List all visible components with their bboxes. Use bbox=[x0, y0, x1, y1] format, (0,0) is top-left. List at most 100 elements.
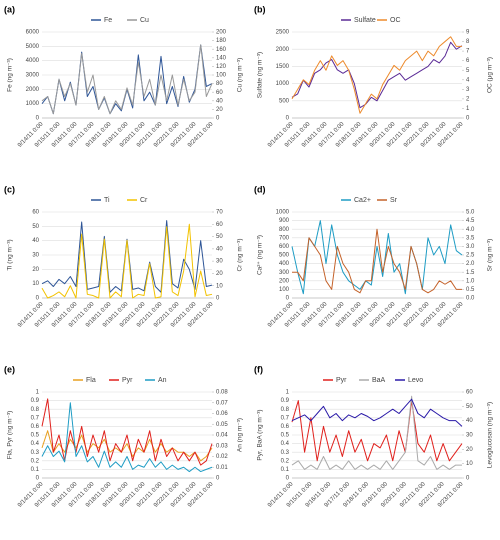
legend-label: Ca2+ bbox=[354, 197, 371, 204]
y2-tick-label: 0 bbox=[216, 116, 220, 122]
series-line bbox=[41, 220, 213, 293]
panel: (b)0500100015002000250001234567899/14/11… bbox=[254, 4, 494, 148]
y2-tick-label: 60 bbox=[466, 390, 473, 396]
y-tick-label: 0 bbox=[286, 296, 290, 302]
y-tick-label: 900 bbox=[279, 218, 290, 224]
y2-axis-label: OC (μg m⁻³) bbox=[487, 57, 494, 93]
series-line bbox=[41, 402, 213, 473]
y-tick-label: 1000 bbox=[276, 210, 290, 216]
y-tick-label: 50 bbox=[32, 224, 39, 230]
y-tick-label: 0.1 bbox=[281, 467, 290, 473]
y-tick-label: 0.8 bbox=[281, 407, 290, 413]
y2-tick-label: 0 bbox=[216, 476, 220, 482]
y2-axis-label: Levoglucosan (ng m⁻³) bbox=[487, 402, 494, 468]
y2-tick-label: 200 bbox=[216, 30, 227, 36]
series-line bbox=[41, 398, 213, 466]
y2-tick-label: 2.5 bbox=[466, 253, 475, 259]
y-tick-label: 0.3 bbox=[31, 450, 40, 456]
y-tick-label: 0.2 bbox=[281, 458, 290, 464]
legend-label: Levo bbox=[408, 377, 423, 384]
y-tick-label: 0.7 bbox=[31, 415, 40, 421]
y2-tick-label: 9 bbox=[466, 30, 470, 36]
y-tick-label: 0.3 bbox=[281, 450, 290, 456]
panel: (f)00.10.20.30.40.50.60.70.80.9101020304… bbox=[254, 364, 494, 508]
legend-label: Pyr bbox=[122, 377, 133, 384]
series-line bbox=[291, 220, 463, 295]
y-tick-label: 0.5 bbox=[281, 433, 290, 439]
y2-axis-label: Cu (ng m⁻³) bbox=[237, 58, 244, 93]
y-tick-label: 100 bbox=[279, 287, 290, 293]
y2-tick-label: 60 bbox=[216, 90, 223, 96]
y2-axis-label: Cr (ng m⁻³) bbox=[237, 238, 244, 271]
y2-tick-label: 40 bbox=[466, 418, 473, 424]
y2-tick-label: 7 bbox=[466, 49, 470, 55]
y-tick-label: 2000 bbox=[26, 87, 40, 93]
y2-tick-label: 20 bbox=[466, 447, 473, 453]
series-line bbox=[292, 228, 462, 294]
legend-label: Ti bbox=[104, 197, 110, 204]
y-tick-label: 600 bbox=[279, 244, 290, 250]
series-line bbox=[291, 400, 463, 462]
y-axis-label: Ti (ng m⁻³) bbox=[7, 239, 14, 270]
y-tick-label: 0.6 bbox=[281, 424, 290, 430]
series-line bbox=[291, 36, 462, 114]
y-tick-label: 0.8 bbox=[31, 407, 40, 413]
y-tick-label: 0 bbox=[286, 476, 290, 482]
y-tick-label: 60 bbox=[32, 210, 39, 216]
legend-label: Sulfate bbox=[354, 17, 376, 24]
y-tick-label: 0 bbox=[286, 116, 290, 122]
y-tick-label: 0 bbox=[36, 296, 40, 302]
y2-tick-label: 120 bbox=[216, 64, 227, 70]
y-tick-label: 300 bbox=[279, 270, 290, 276]
y2-tick-label: 50 bbox=[466, 404, 473, 410]
y-tick-label: 400 bbox=[279, 261, 290, 267]
y2-tick-label: 0.08 bbox=[216, 390, 228, 396]
y-tick-label: 200 bbox=[279, 278, 290, 284]
legend-label: Cu bbox=[140, 17, 149, 24]
y2-tick-label: 70 bbox=[216, 210, 223, 216]
y-tick-label: 500 bbox=[279, 253, 290, 259]
y-axis-label: Fla, Pyr (ng m⁻³) bbox=[7, 411, 14, 460]
y2-tick-label: 2 bbox=[466, 96, 470, 102]
y2-tick-label: 4.5 bbox=[466, 218, 475, 224]
y-tick-label: 0.4 bbox=[281, 441, 290, 447]
y2-tick-label: 3.0 bbox=[466, 244, 475, 250]
y2-tick-label: 0.05 bbox=[216, 422, 228, 428]
y-tick-label: 2500 bbox=[276, 30, 290, 36]
y-tick-label: 5000 bbox=[26, 44, 40, 50]
y2-tick-label: 40 bbox=[216, 246, 223, 252]
y2-tick-label: 1.0 bbox=[466, 278, 475, 284]
panel: (d) 0 100 200 300 400 500 600 700 800 900 1000 0.0 0.… bbox=[254, 184, 494, 328]
y2-tick-label: 4.0 bbox=[466, 227, 475, 233]
y2-axis-label: Sr (ng m⁻³) bbox=[487, 239, 494, 272]
y-tick-label: 3000 bbox=[26, 73, 40, 79]
y2-tick-label: 3.5 bbox=[466, 235, 475, 241]
panel: (e) 0 0.1 0.2 0.3 0.4 0.5 0.6 0.7 0.8 0.9 1 0 0.01 0.0… bbox=[4, 364, 244, 508]
y2-tick-label: 160 bbox=[216, 47, 227, 53]
y-tick-label: 0 bbox=[36, 476, 40, 482]
legend-label: Fla bbox=[86, 377, 96, 384]
y2-tick-label: 0.01 bbox=[216, 465, 228, 471]
y-tick-label: 4000 bbox=[26, 58, 40, 64]
y2-tick-label: 20 bbox=[216, 271, 223, 277]
y-tick-label: 1 bbox=[286, 390, 290, 396]
y2-axis-label: An (ng m⁻³) bbox=[237, 418, 244, 452]
y2-tick-label: 30 bbox=[216, 259, 223, 265]
y-tick-label: 20 bbox=[32, 267, 39, 273]
y-tick-label: 500 bbox=[279, 98, 290, 104]
y2-tick-label: 4 bbox=[466, 77, 470, 83]
legend-label: Pyr bbox=[336, 377, 347, 384]
y-tick-label: 0.1 bbox=[31, 467, 40, 473]
y-axis-label: Fe (ng m⁻³) bbox=[7, 58, 14, 92]
y2-tick-label: 0.0 bbox=[466, 296, 475, 302]
y2-tick-label: 0.5 bbox=[466, 287, 475, 293]
series-line bbox=[291, 41, 463, 109]
y-tick-label: 0.5 bbox=[31, 433, 40, 439]
y2-tick-label: 1.5 bbox=[466, 270, 475, 276]
y-tick-label: 0.6 bbox=[31, 424, 40, 430]
y2-tick-label: 40 bbox=[216, 98, 223, 104]
panel-label: (d) bbox=[254, 184, 266, 194]
y-tick-label: 0.9 bbox=[281, 398, 290, 404]
y2-tick-label: 3 bbox=[466, 87, 470, 93]
